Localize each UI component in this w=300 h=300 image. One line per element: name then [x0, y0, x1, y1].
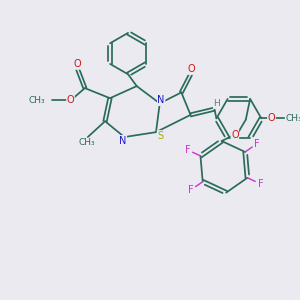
- Text: CH₃: CH₃: [285, 114, 300, 123]
- Text: F: F: [258, 179, 263, 189]
- Text: S: S: [157, 130, 164, 141]
- Text: N: N: [158, 95, 165, 106]
- Text: N: N: [119, 136, 127, 146]
- Text: O: O: [231, 130, 239, 140]
- Text: F: F: [254, 139, 260, 149]
- Text: F: F: [184, 145, 190, 155]
- Text: CH₃: CH₃: [78, 138, 95, 147]
- Text: O: O: [67, 95, 74, 106]
- Text: F: F: [188, 185, 194, 195]
- Text: O: O: [187, 64, 195, 74]
- Text: H: H: [213, 99, 220, 108]
- Text: CH₃: CH₃: [28, 96, 45, 105]
- Text: O: O: [73, 59, 81, 69]
- Text: O: O: [268, 113, 275, 123]
